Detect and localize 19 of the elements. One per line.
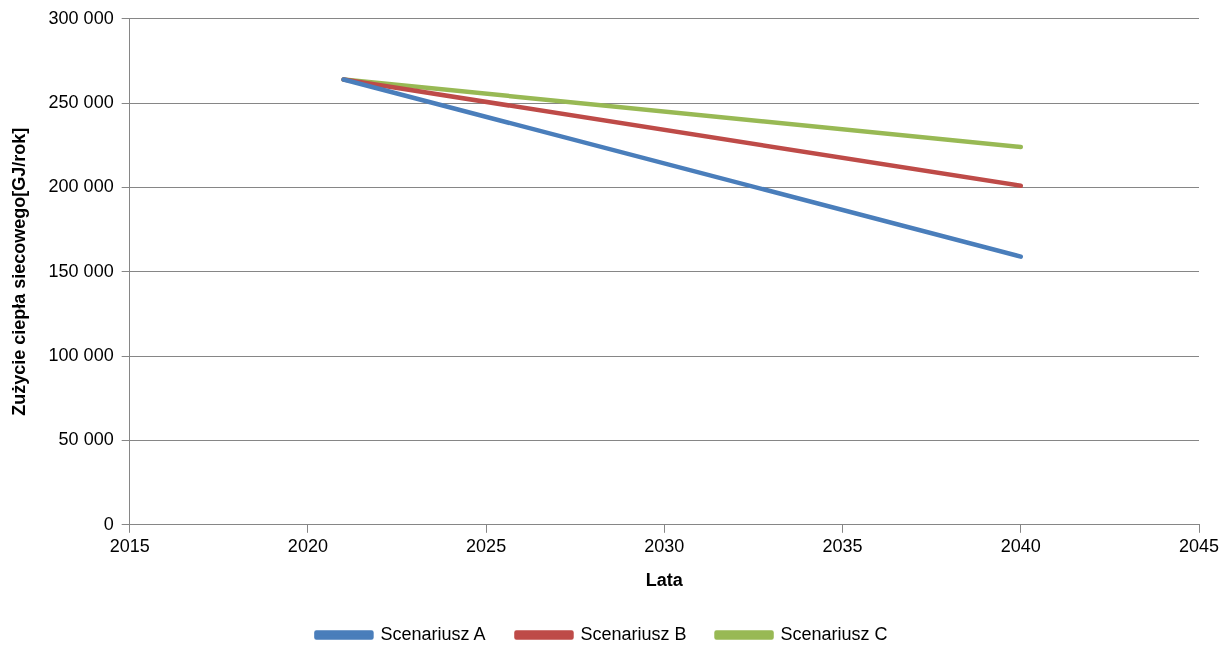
y-tick-label: 200 000 bbox=[48, 176, 114, 197]
x-tick-label: 2035 bbox=[822, 535, 863, 556]
y-tick-label: 250 000 bbox=[48, 92, 114, 113]
y-tick-label: 150 000 bbox=[48, 260, 114, 281]
legend-label: Scenariusz C bbox=[780, 623, 888, 644]
legend-label: Scenariusz A bbox=[380, 623, 486, 644]
x-tick-label: 2020 bbox=[287, 535, 328, 556]
y-tick-label: 50 000 bbox=[58, 429, 114, 450]
x-tick-label: 2025 bbox=[466, 535, 507, 556]
y-tick-label: 300 000 bbox=[48, 7, 114, 28]
y-tick-label: 0 bbox=[103, 513, 114, 534]
x-axis-title: Lata bbox=[645, 570, 684, 591]
x-tick-label: 2015 bbox=[109, 535, 150, 556]
legend-label: Scenariusz B bbox=[580, 623, 687, 644]
y-axis-title: Zużycie ciepła siecowego[GJ/rok] bbox=[8, 127, 29, 416]
x-tick-label: 2030 bbox=[644, 535, 685, 556]
x-tick-label: 2045 bbox=[1178, 535, 1220, 556]
x-tick-label: 2040 bbox=[1000, 535, 1041, 556]
y-tick-label: 100 000 bbox=[48, 345, 114, 366]
